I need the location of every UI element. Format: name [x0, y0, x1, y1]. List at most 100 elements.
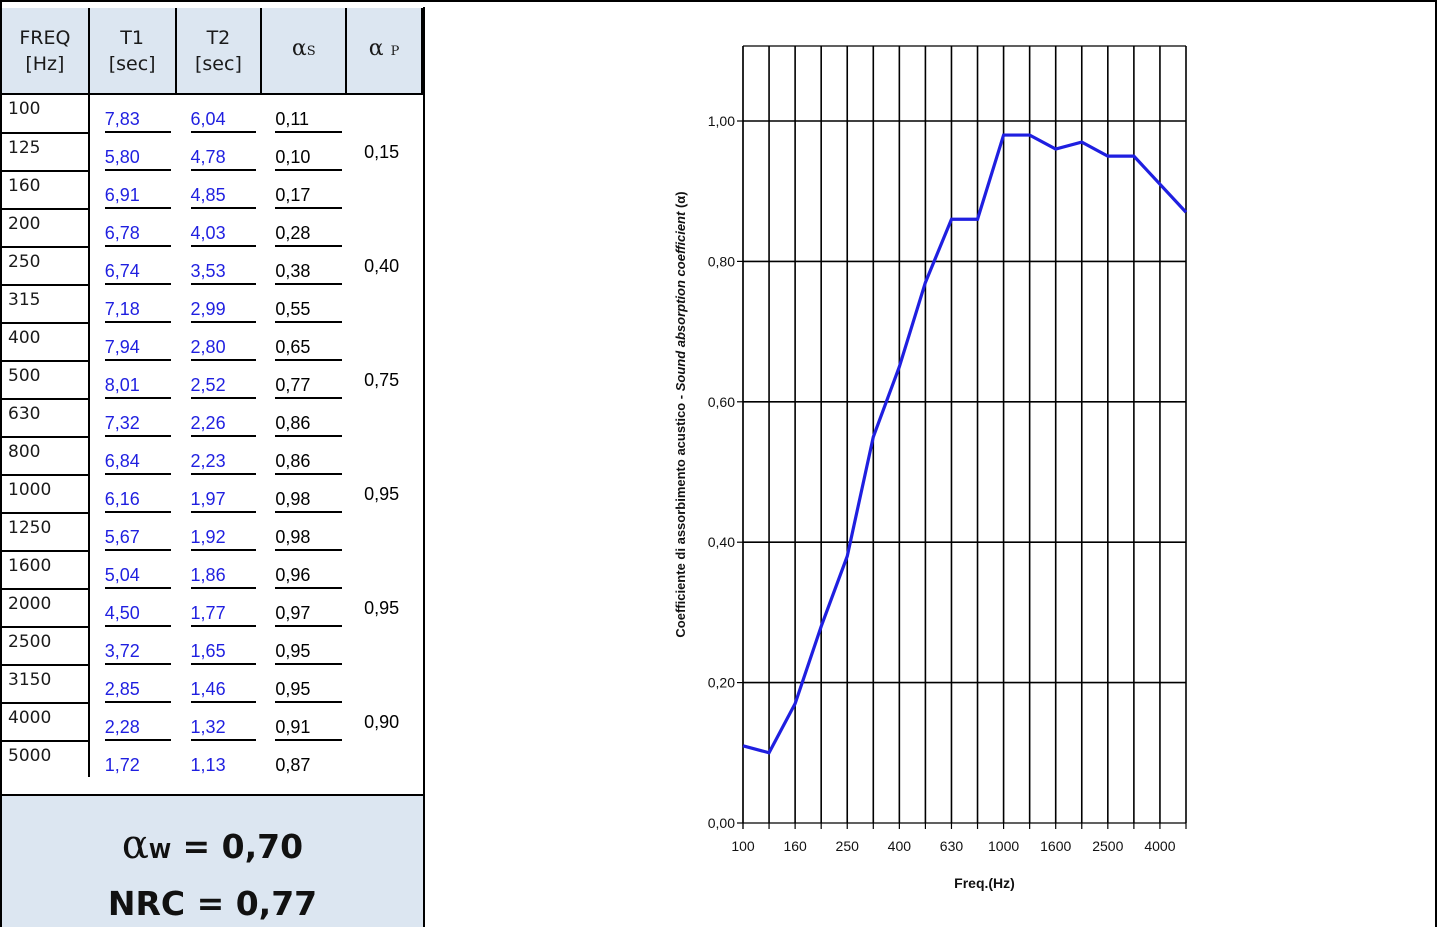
y-axis-title: Coefficiente di assorbimento acustico - … [673, 191, 688, 637]
t2-cell: 2,52 [176, 361, 262, 399]
t1-cell: 6,74 [89, 247, 176, 285]
t2-cell: 4,03 [176, 209, 262, 247]
freq-cell: 1600 [2, 551, 90, 590]
y-tick-label: 0,80 [708, 253, 735, 269]
alpha-p-cell: 0,40 [364, 255, 400, 276]
alpha-s-cell-value: 0,77 [275, 374, 343, 399]
t2-cell: 3,53 [176, 247, 262, 285]
table-body: 100 7,83 6,04 0,11 0,15 125 5,80 4,78 0,10 160 6,9… [2, 94, 422, 780]
x-tick-label: 400 [888, 838, 912, 854]
alpha-w-sub: W [148, 839, 171, 863]
y-tick-label: 0,40 [708, 534, 735, 550]
alpha-s-cell-value: 0,86 [275, 450, 343, 475]
t2-cell-value: 1,92 [190, 526, 257, 551]
t2-cell-value: 1,86 [190, 564, 257, 589]
freq-cell: 200 [2, 209, 90, 248]
t1-cell: 5,04 [89, 551, 176, 589]
t1-cell: 5,67 [89, 513, 176, 551]
freq-cell: 5000 [2, 741, 90, 780]
t2-cell: 6,04 [176, 94, 262, 133]
freq-cell: 2500 [2, 627, 90, 666]
table-row: 3150 2,85 1,46 0,95 0,90 [2, 665, 422, 732]
header-alpha-s-sub: S [306, 44, 316, 59]
alpha-s-cell-value: 0,86 [275, 412, 343, 437]
table-row: 2000 4,50 1,77 0,97 [2, 589, 422, 628]
alpha-s-cell-value: 0,65 [275, 336, 343, 361]
measurement-table: FREQ [Hz] T1 [sec] T2 [sec] αS α P 100 7,… [2, 8, 423, 780]
t1-cell: 3,72 [89, 627, 176, 665]
y-tick-label: 1,00 [708, 113, 735, 129]
alpha-s-cell: 0,86 [261, 437, 346, 475]
freq-cell: 630 [2, 399, 90, 438]
alpha-s-cell: 0,96 [261, 551, 346, 589]
y-axis-title-part: Sound absorption coefficient [673, 211, 688, 391]
t1-cell: 4,50 [89, 589, 176, 627]
y-tick-label: 0,60 [708, 394, 735, 410]
t1-cell: 7,83 [89, 94, 176, 133]
t1-cell-value: 5,80 [104, 146, 171, 171]
table-header-row: FREQ [Hz] T1 [sec] T2 [sec] αS α P [2, 8, 423, 95]
table-row: 1000 6,16 1,97 0,98 [2, 475, 422, 514]
alpha-s-cell-value: 0,96 [275, 564, 343, 589]
t1-cell: 1,72 [89, 741, 176, 779]
header-alpha-p-symbol: α [368, 36, 384, 61]
header-t1: T1 [sec] [88, 8, 177, 95]
freq-cell: 400 [2, 323, 90, 362]
table-row: 630 7,32 2,26 0,86 [2, 399, 422, 438]
alpha-s-cell: 0,87 [261, 741, 346, 779]
y-axis-title-part: (α) [673, 191, 688, 211]
t2-cell-value: 2,80 [190, 336, 257, 361]
t2-cell-value: 4,78 [190, 146, 257, 171]
t2-cell: 1,65 [176, 627, 262, 665]
table-row: 250 6,74 3,53 0,38 [2, 247, 422, 286]
freq-cell: 3150 [2, 665, 90, 704]
t2-cell: 1,77 [176, 589, 262, 627]
t2-cell: 1,32 [176, 703, 262, 741]
t1-cell-value: 3,72 [104, 640, 171, 665]
table-row: 315 7,18 2,99 0,55 [2, 285, 422, 324]
alpha-s-cell-value: 0,95 [275, 678, 343, 703]
freq-cell: 250 [2, 247, 90, 286]
t2-cell-value: 1,46 [190, 678, 257, 703]
header-alpha-p-sub: P [390, 44, 400, 59]
t2-cell: 4,78 [176, 133, 262, 171]
freq-cell: 1250 [2, 513, 90, 552]
alpha-s-cell-value: 0,98 [275, 526, 343, 551]
y-axis-title-part: Coefficiente di assorbimento acustico - [673, 391, 688, 637]
t2-cell: 2,26 [176, 399, 262, 437]
t2-cell: 1,46 [176, 665, 262, 703]
t1-cell: 2,28 [89, 703, 176, 741]
alpha-s-cell: 0,98 [261, 513, 346, 551]
t1-cell-value: 7,32 [104, 412, 171, 437]
t2-cell: 1,13 [176, 741, 262, 779]
t2-cell-value: 6,04 [190, 108, 257, 133]
t2-cell-value: 4,85 [190, 184, 257, 209]
header-t2: T2 [sec] [175, 8, 263, 95]
alpha-s-cell: 0,91 [261, 703, 346, 741]
x-tick-label: 250 [836, 838, 860, 854]
t1-cell: 7,32 [89, 399, 176, 437]
table-row: 4000 2,28 1,32 0,91 [2, 703, 422, 742]
table-row: 2500 3,72 1,65 0,95 [2, 627, 422, 666]
t1-cell-value: 7,18 [104, 298, 171, 323]
t1-cell-value: 6,91 [104, 184, 171, 209]
t1-cell-value: 6,78 [104, 222, 171, 247]
t1-cell: 7,94 [89, 323, 176, 361]
absorption-chart: 0,00 0,20 0,40 0,60 0,80 1,00 100 160 250 400 630 1… [673, 45, 1188, 891]
alpha-s-cell: 0,10 [261, 133, 346, 171]
nrc-result: NRC = 0,77 [107, 884, 318, 923]
header-freq: FREQ [Hz] [2, 8, 90, 95]
t2-cell: 1,92 [176, 513, 262, 551]
alpha-s-cell-value: 0,91 [275, 716, 343, 741]
t1-cell-value: 5,67 [104, 526, 171, 551]
t1-cell: 6,91 [89, 171, 176, 209]
header-alpha-s-symbol: α [291, 36, 307, 61]
t2-cell: 1,86 [176, 551, 262, 589]
t2-cell: 1,97 [176, 475, 262, 513]
x-tick-label: 4000 [1144, 838, 1175, 854]
table-row: 1250 5,67 1,92 0,98 [2, 513, 422, 552]
t1-cell-value: 2,85 [104, 678, 171, 703]
t1-cell: 6,16 [89, 475, 176, 513]
alpha-p-cell: 0,15 [364, 141, 400, 162]
x-tick-label: 100 [731, 838, 755, 854]
